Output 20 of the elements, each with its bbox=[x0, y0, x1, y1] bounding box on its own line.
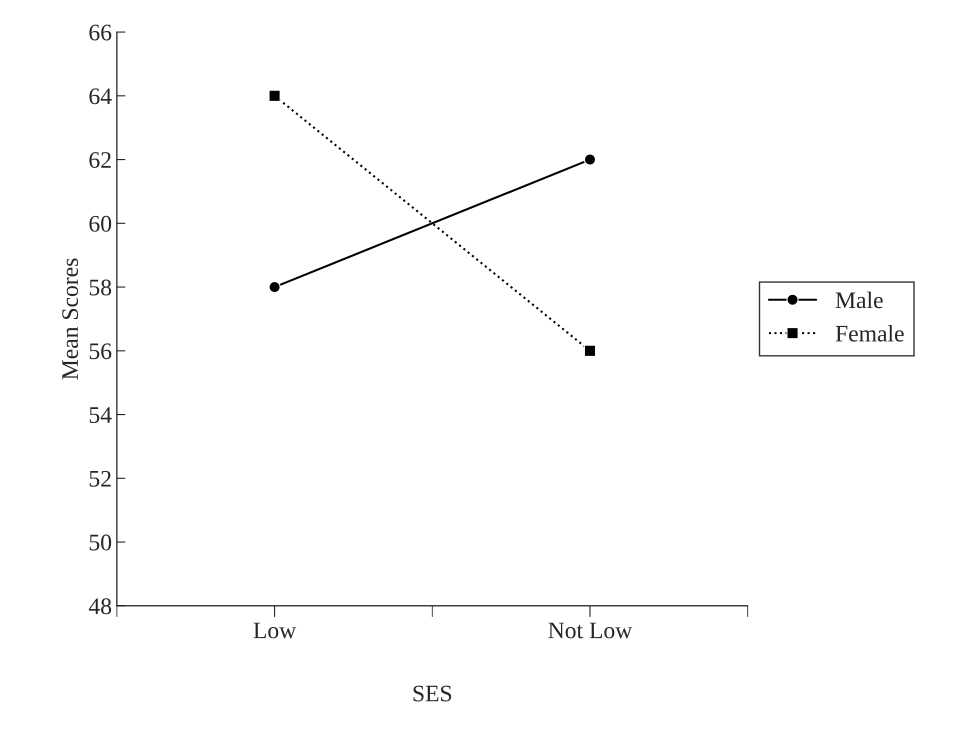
y-tick-label: 54 bbox=[90, 407, 112, 423]
x-tick-label: Low bbox=[254, 622, 296, 638]
y-tick-label: 64 bbox=[89, 88, 112, 104]
y-tick-label: 50 bbox=[90, 534, 112, 550]
point bbox=[584, 344, 596, 357]
y-tick-label: 52 bbox=[90, 470, 111, 487]
point bbox=[268, 280, 281, 294]
point bbox=[268, 90, 281, 102]
y-tick-label: 56 bbox=[90, 343, 112, 360]
legend-label: Male bbox=[836, 292, 883, 308]
point bbox=[584, 153, 596, 166]
y-tick-label: 48 bbox=[88, 598, 112, 614]
y-tick-label: 62 bbox=[89, 152, 111, 168]
x-axis-title: SES bbox=[414, 686, 452, 702]
legend-label: Female bbox=[836, 324, 904, 342]
y-axis-title: Mean Scores bbox=[62, 258, 78, 380]
y-tick-label: 58 bbox=[90, 280, 112, 296]
y-tick-label: 66 bbox=[89, 24, 112, 40]
y-tick-label: 60 bbox=[89, 216, 112, 232]
x-tick-label: Not Low bbox=[548, 622, 632, 638]
